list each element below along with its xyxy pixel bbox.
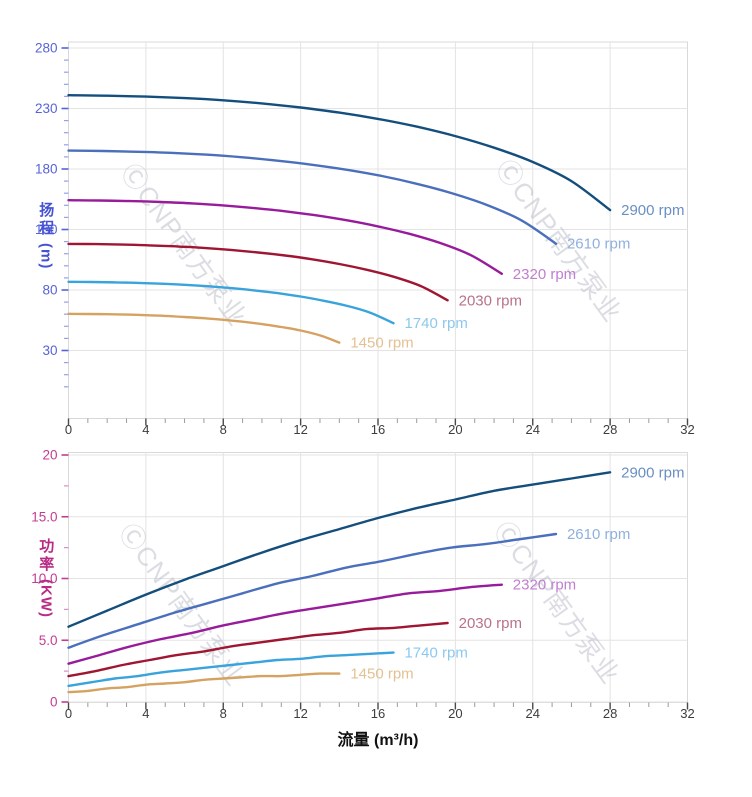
head-series-label-2900-rpm: 2900 rpm	[621, 202, 684, 219]
head-series-label-1740-rpm: 1740 rpm	[404, 315, 467, 332]
head-curve-1450-rpm	[67, 312, 341, 344]
power-series-label-2030-rpm: 2030 rpm	[459, 615, 522, 632]
head-y-unit-text: (m)	[37, 243, 55, 270]
power-y-tick-label: 10.0	[31, 571, 57, 586]
head-curve-2900-rpm	[67, 94, 612, 212]
head-y-title-text: 扬程	[37, 202, 55, 238]
head-y-tick-label: 180	[35, 162, 58, 177]
head-series-label-2320-rpm: 2320 rpm	[513, 266, 576, 283]
power-series-label-2320-rpm: 2320 rpm	[513, 577, 576, 594]
head-x-tick-label: 24	[526, 422, 540, 437]
power-x-tick-label: 32	[680, 706, 694, 721]
power-curve-2320-rpm	[67, 583, 503, 665]
head-x-tick-label: 32	[680, 422, 694, 437]
head-curve-1740-rpm	[67, 280, 395, 325]
power-curve-1740-rpm	[67, 651, 395, 688]
power-x-tick-label: 24	[526, 706, 540, 721]
head-x-tick-label: 12	[293, 422, 307, 437]
head-series-label-2610-rpm: 2610 rpm	[567, 236, 630, 253]
power-x-tick-label: 28	[603, 706, 617, 721]
head-y-tick-label: 130	[35, 222, 58, 237]
head-curve-2320-rpm	[67, 199, 503, 275]
power-x-tick-label: 0	[65, 706, 72, 721]
power-y-unit-text: (KW)	[37, 579, 55, 618]
power-x-tick-label: 8	[220, 706, 227, 721]
head-x-tick-label: 16	[371, 422, 385, 437]
head-x-tick-label: 8	[220, 422, 227, 437]
head-y-tick-label: 80	[42, 283, 57, 298]
power-curve-2900-rpm	[67, 471, 612, 628]
head-y-tick-label: 30	[42, 343, 57, 358]
power-x-tick-label: 12	[293, 706, 307, 721]
head-x-tick-label: 20	[448, 422, 462, 437]
power-x-tick-label: 20	[448, 706, 462, 721]
power-y-axis-title: 功率 (KW)	[37, 538, 54, 618]
power-series-label-2610-rpm: 2610 rpm	[567, 526, 630, 543]
x-axis-title: 流量 (m³/h)	[337, 732, 419, 749]
power-y-title-text: 功率	[37, 538, 55, 574]
power-curve-2610-rpm	[67, 532, 558, 649]
head-x-tick-label: 0	[65, 422, 72, 437]
head-series-label-2030-rpm: 2030 rpm	[459, 292, 522, 309]
head-y-axis-title: 扬程 (m)	[37, 202, 54, 269]
power-series-label-1450-rpm: 1450 rpm	[350, 666, 413, 683]
power-series-label-1740-rpm: 1740 rpm	[404, 645, 467, 662]
power-y-tick-label: 5.0	[39, 633, 58, 648]
power-curve-2030-rpm	[67, 621, 449, 678]
head-x-tick-label: 28	[603, 422, 617, 437]
power-y-tick-label: 15.0	[31, 509, 57, 524]
power-x-tick-label: 4	[142, 706, 149, 721]
power-curve-1450-rpm	[67, 672, 341, 694]
power-series-label-2900-rpm: 2900 rpm	[621, 464, 684, 481]
head-x-tick-label: 4	[142, 422, 149, 437]
head-y-tick-label: 280	[35, 41, 58, 56]
head-y-tick-label: 230	[35, 101, 58, 116]
head-series-label-1450-rpm: 1450 rpm	[350, 335, 413, 352]
power-x-tick-label: 16	[371, 706, 385, 721]
power-y-tick-label: 20	[42, 448, 57, 463]
head-curve-2610-rpm	[67, 149, 558, 245]
head-curve-2030-rpm	[67, 242, 449, 302]
power-y-tick-label: 0	[50, 695, 58, 710]
